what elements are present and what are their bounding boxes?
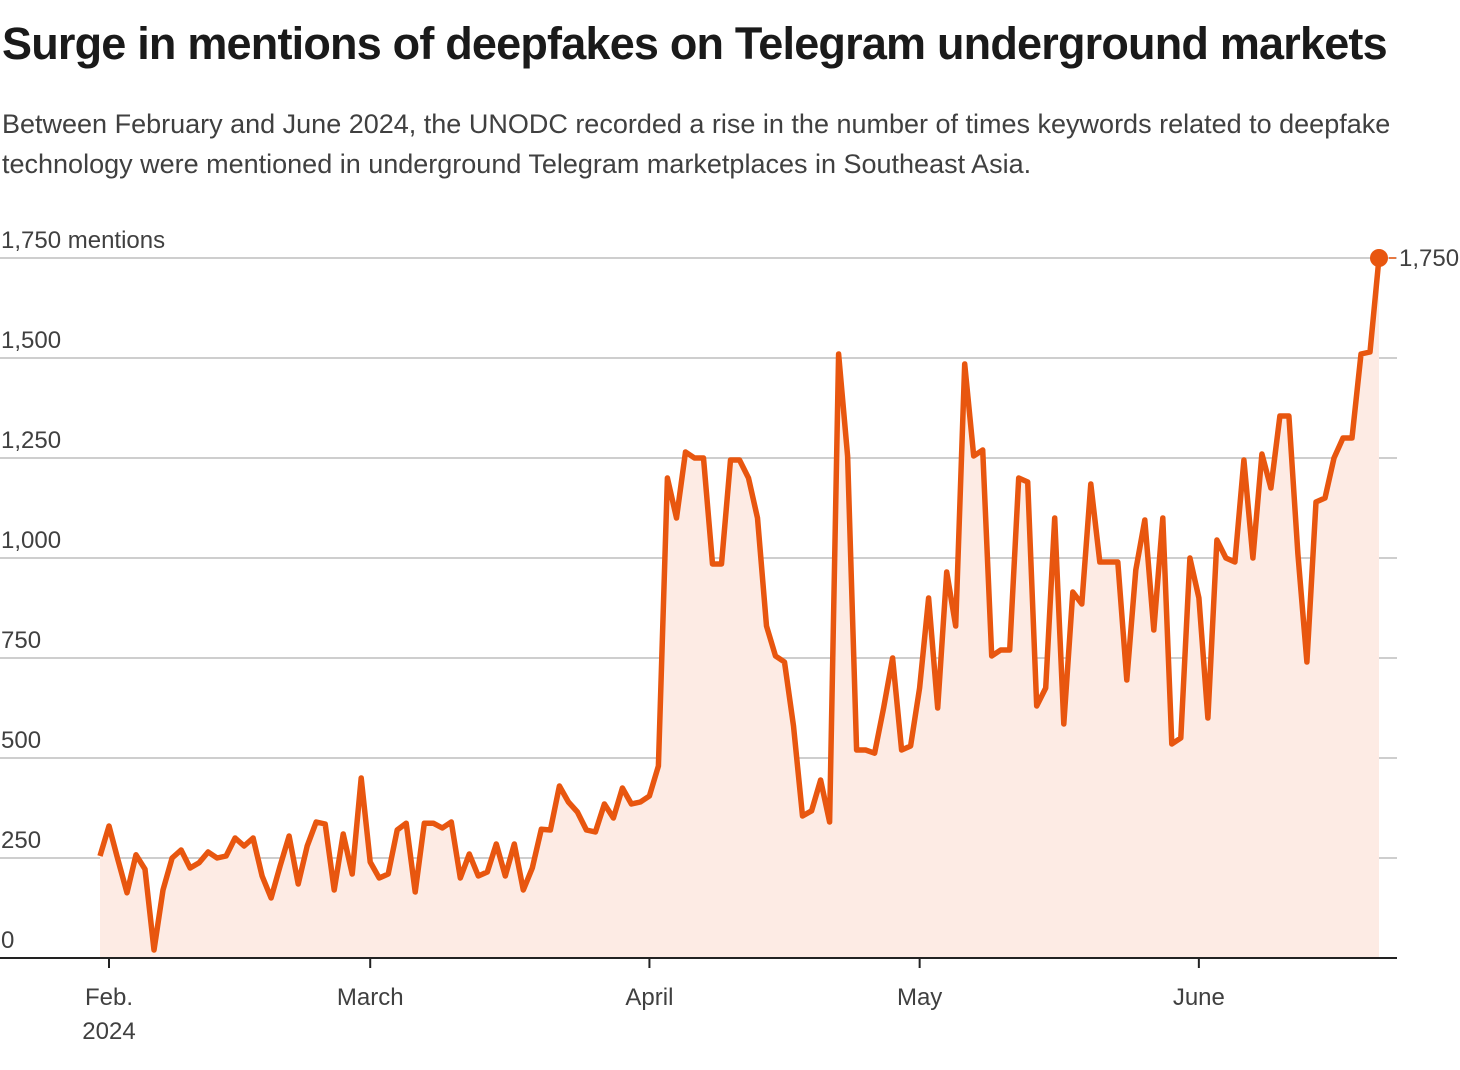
- x-tick-sublabel: 2024: [82, 1018, 135, 1045]
- x-tick-label: June: [1173, 984, 1225, 1011]
- x-tick-label: March: [337, 984, 404, 1011]
- x-tick-label: Feb.: [85, 984, 133, 1011]
- y-tick-label: 500: [1, 727, 41, 754]
- y-tick-label: 1,250: [1, 427, 61, 454]
- y-tick-label: 250: [1, 827, 41, 854]
- end-value-label: 1,750: [1399, 245, 1459, 272]
- y-tick-label: 1,000: [1, 527, 61, 554]
- y-tick-label: 1,750 mentions: [1, 227, 165, 254]
- data-points: [99, 257, 1380, 951]
- x-tick-label: May: [897, 984, 942, 1011]
- y-tick-label: 750: [1, 627, 41, 654]
- chart-subtitle: Between February and June 2024, the UNOD…: [2, 109, 1391, 179]
- area-fill: [100, 258, 1379, 958]
- x-axis-ticks: Feb. 2024 March April May June: [82, 958, 1225, 1045]
- chart-title: Surge in mentions of deepfakes on Telegr…: [2, 18, 1388, 69]
- x-tick-label: April: [625, 984, 673, 1011]
- y-axis-labels: 0 250 500 750 1,000 1,250 1,500 1,750 mentions: [1, 227, 165, 954]
- y-tick-label: 1,500: [1, 327, 61, 354]
- y-tick-label: 0: [1, 927, 14, 954]
